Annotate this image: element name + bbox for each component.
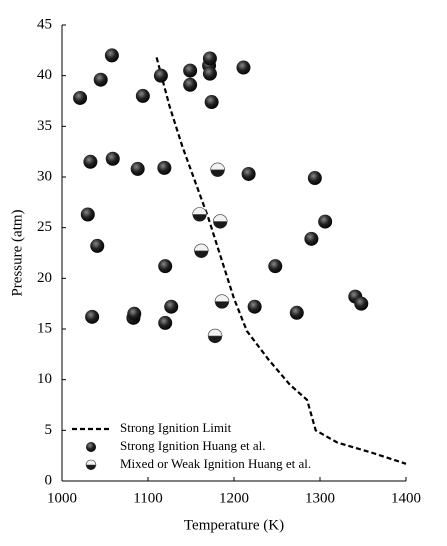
strong-point: [164, 299, 179, 314]
strong-point: [135, 88, 150, 103]
strong-point: [247, 299, 262, 314]
marker-body: [86, 442, 96, 452]
marker-body: [127, 306, 142, 321]
marker-body: [183, 77, 198, 92]
marker-top: [210, 162, 225, 171]
legend-label: Strong Ignition Limit: [120, 420, 232, 435]
marker-top: [214, 294, 230, 302]
marker-body: [157, 160, 172, 175]
marker-body: [93, 72, 108, 87]
marker-body: [73, 90, 88, 105]
marker-body: [241, 166, 256, 181]
marker-body: [135, 88, 150, 103]
strong-point: [127, 306, 142, 321]
x-tick-label: 1000: [47, 490, 77, 506]
strong-point: [85, 309, 100, 324]
marker-body: [158, 259, 173, 274]
strong-point: [268, 259, 283, 274]
marker-top: [212, 214, 228, 222]
marker-body: [164, 299, 179, 314]
y-tick-label: 15: [37, 320, 52, 336]
y-tick-label: 20: [37, 270, 52, 286]
y-tick-label: 30: [37, 168, 52, 184]
mixed-point: [212, 214, 228, 229]
strong-point: [354, 296, 369, 311]
strong-point: [86, 442, 96, 452]
marker-body: [307, 171, 322, 186]
x-tick-label: 1300: [305, 490, 335, 506]
x-tick-label: 1100: [133, 490, 162, 506]
mixed-point: [207, 328, 223, 344]
marker-body: [304, 231, 319, 246]
strong-point: [304, 231, 319, 246]
marker-body: [202, 51, 217, 66]
mixed-point: [214, 294, 230, 309]
legend-label: Strong Ignition Huang et al.: [120, 438, 266, 453]
strong-point: [204, 95, 219, 110]
strong-point: [153, 68, 168, 83]
y-tick-label: 40: [37, 67, 52, 83]
y-tick-label: 0: [45, 472, 53, 488]
strong-point: [241, 166, 256, 181]
legend-label: Mixed or Weak Ignition Huang et al.: [120, 456, 311, 471]
strong-point: [183, 77, 198, 92]
marker-body: [268, 259, 283, 274]
strong-point: [83, 154, 98, 169]
marker-body: [85, 309, 100, 324]
y-tick-label: 35: [37, 118, 52, 134]
marker-body: [153, 68, 168, 83]
marker-body: [158, 315, 173, 330]
legend: Strong Ignition Limit Strong Ignition Hua…: [72, 420, 311, 471]
strong-point: [289, 305, 304, 320]
strong-point: [80, 207, 95, 222]
y-axis-label: Pressure (atm): [9, 209, 25, 296]
strong-point: [90, 238, 105, 253]
marker-body: [83, 154, 98, 169]
strong-point: [93, 72, 108, 87]
strong-point: [158, 315, 173, 330]
marker-top: [194, 243, 209, 252]
mixed-point: [192, 207, 207, 222]
strong-point: [157, 160, 172, 175]
marker-body: [354, 296, 369, 311]
limit-line: [155, 57, 407, 465]
marker-body: [104, 48, 119, 63]
strong-point: [105, 151, 120, 166]
marker-body: [105, 151, 120, 166]
strong-point: [202, 66, 217, 81]
y-tick-label: 45: [37, 16, 52, 32]
marker-body: [90, 238, 105, 253]
x-axis-label: Temperature (K): [184, 517, 284, 533]
strong-point: [183, 63, 198, 78]
marker-body: [289, 305, 304, 320]
marker-body: [130, 161, 145, 176]
marker-top: [207, 328, 223, 337]
marker-body: [80, 207, 95, 222]
strong-point: [130, 161, 145, 176]
strong-point: [158, 259, 173, 274]
strong-point: [104, 48, 119, 63]
marker-body: [202, 66, 217, 81]
strong-point: [73, 90, 88, 105]
x-tick-label: 1400: [391, 490, 421, 506]
mixed-point: [85, 459, 97, 470]
marker-body: [204, 95, 219, 110]
marker-body: [183, 63, 198, 78]
strong-point: [318, 214, 333, 229]
y-tick-label: 10: [37, 371, 52, 387]
mixed-point: [194, 243, 209, 258]
y-tick-label: 25: [37, 219, 52, 235]
marker-top: [192, 207, 207, 215]
strong-point: [236, 60, 251, 75]
mixed-point: [210, 162, 225, 177]
marker-body: [318, 214, 333, 229]
marker-body: [236, 60, 251, 75]
x-tick-label: 1200: [219, 490, 249, 506]
y-tick-label: 5: [45, 422, 53, 438]
strong-point: [307, 171, 322, 186]
strong-point: [202, 51, 217, 66]
marker-body: [247, 299, 262, 314]
marker-top: [85, 459, 97, 466]
